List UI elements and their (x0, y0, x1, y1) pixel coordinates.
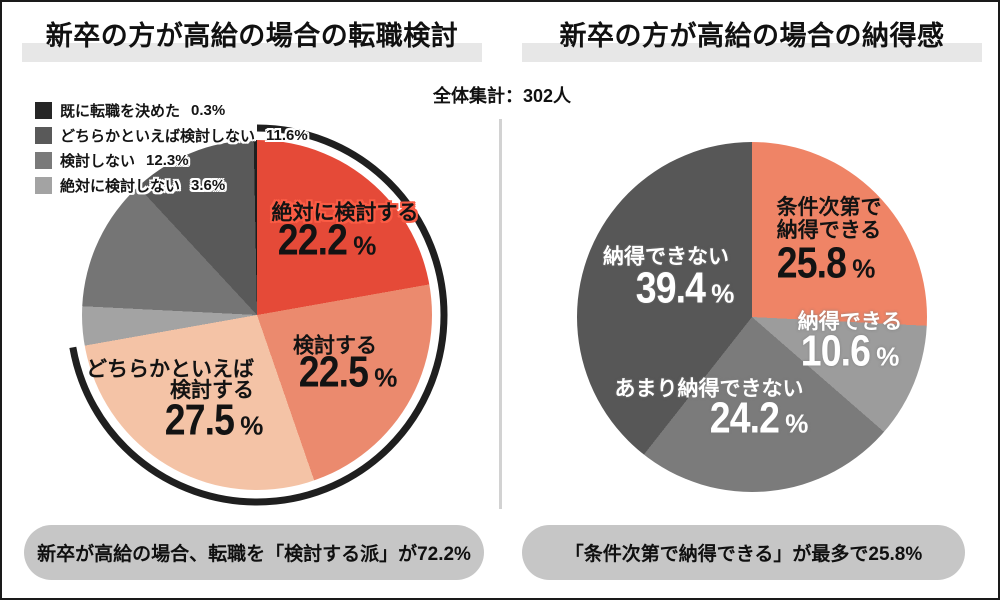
legend-swatch (35, 127, 52, 144)
left-chart-title: 新卒の方が高給の場合の転職検討 (22, 15, 482, 62)
total-count-note: 全体集計：302人 (432, 86, 572, 106)
segment-value-zettai-kento: 22.2% (277, 215, 377, 265)
right-caption-text: 「条件次第で納得できる」が最多で25.8% (564, 544, 923, 565)
legend-value: 12.3% (146, 152, 189, 169)
segment-label-joken-shidai: 条件次第で 納得できる (776, 196, 882, 242)
legend-item: 既に転職を決めた 0.3% (35, 98, 308, 123)
legend-swatch (35, 152, 52, 169)
right-pie-chart (577, 142, 927, 492)
legend-label: 絶対に検討しない (60, 178, 181, 195)
title-highlight-bar (522, 43, 982, 62)
segment-value-nattoku-dekiru: 10.6% (800, 326, 900, 376)
segment-value-nattoku-dekinai: 39.4% (635, 263, 735, 313)
left-caption-text: 新卒が高給の場合、転職を「検討する派」が72.2% (37, 544, 471, 565)
segment-label-nattoku-dekinai: 納得できない (603, 245, 729, 269)
segment-value-dochiraka-kento: 27.5% (164, 395, 264, 445)
segment-label-nattoku-dekiru: 納得できる (797, 310, 903, 334)
legend-item: どちらかといえば検討しない 11.6% (35, 123, 308, 148)
left-chart-title-text: 新卒の方が高給の場合の転職検討 (45, 21, 459, 51)
segment-label-amari-nattoku: あまり納得できない (614, 377, 804, 401)
legend-value: 3.6% (191, 177, 226, 194)
legend-value: 11.6% (266, 127, 308, 144)
center-divider (499, 119, 502, 509)
segment-value-joken-shidai: 25.8% (776, 238, 876, 288)
segment-value-kento: 22.5% (298, 347, 398, 397)
right-caption-pill: 「条件次第で納得できる」が最多で25.8% (522, 525, 965, 580)
legend-swatch (35, 102, 52, 119)
legend-item: 絶対に検討しない 3.6% (35, 173, 308, 198)
legend-label: 検討しない (60, 153, 136, 170)
right-chart-title-text: 新卒の方が高給の場合の納得感 (559, 21, 945, 51)
right-chart-title: 新卒の方が高給の場合の納得感 (522, 15, 982, 62)
left-pie-legend: 既に転職を決めた 0.3% どちらかといえば検討しない 11.6% 検討しない … (35, 98, 308, 198)
legend-item: 検討しない 12.3% (35, 148, 308, 173)
legend-label: どちらかといえば検討しない (60, 128, 256, 145)
segment-value-amari-nattoku: 24.2% (709, 393, 809, 443)
title-highlight-bar (22, 43, 482, 62)
legend-value: 0.3% (191, 102, 226, 119)
legend-label: 既に転職を決めた (60, 103, 181, 120)
left-caption-pill: 新卒が高給の場合、転職を「検討する派」が72.2% (24, 525, 484, 580)
legend-swatch (35, 177, 52, 194)
